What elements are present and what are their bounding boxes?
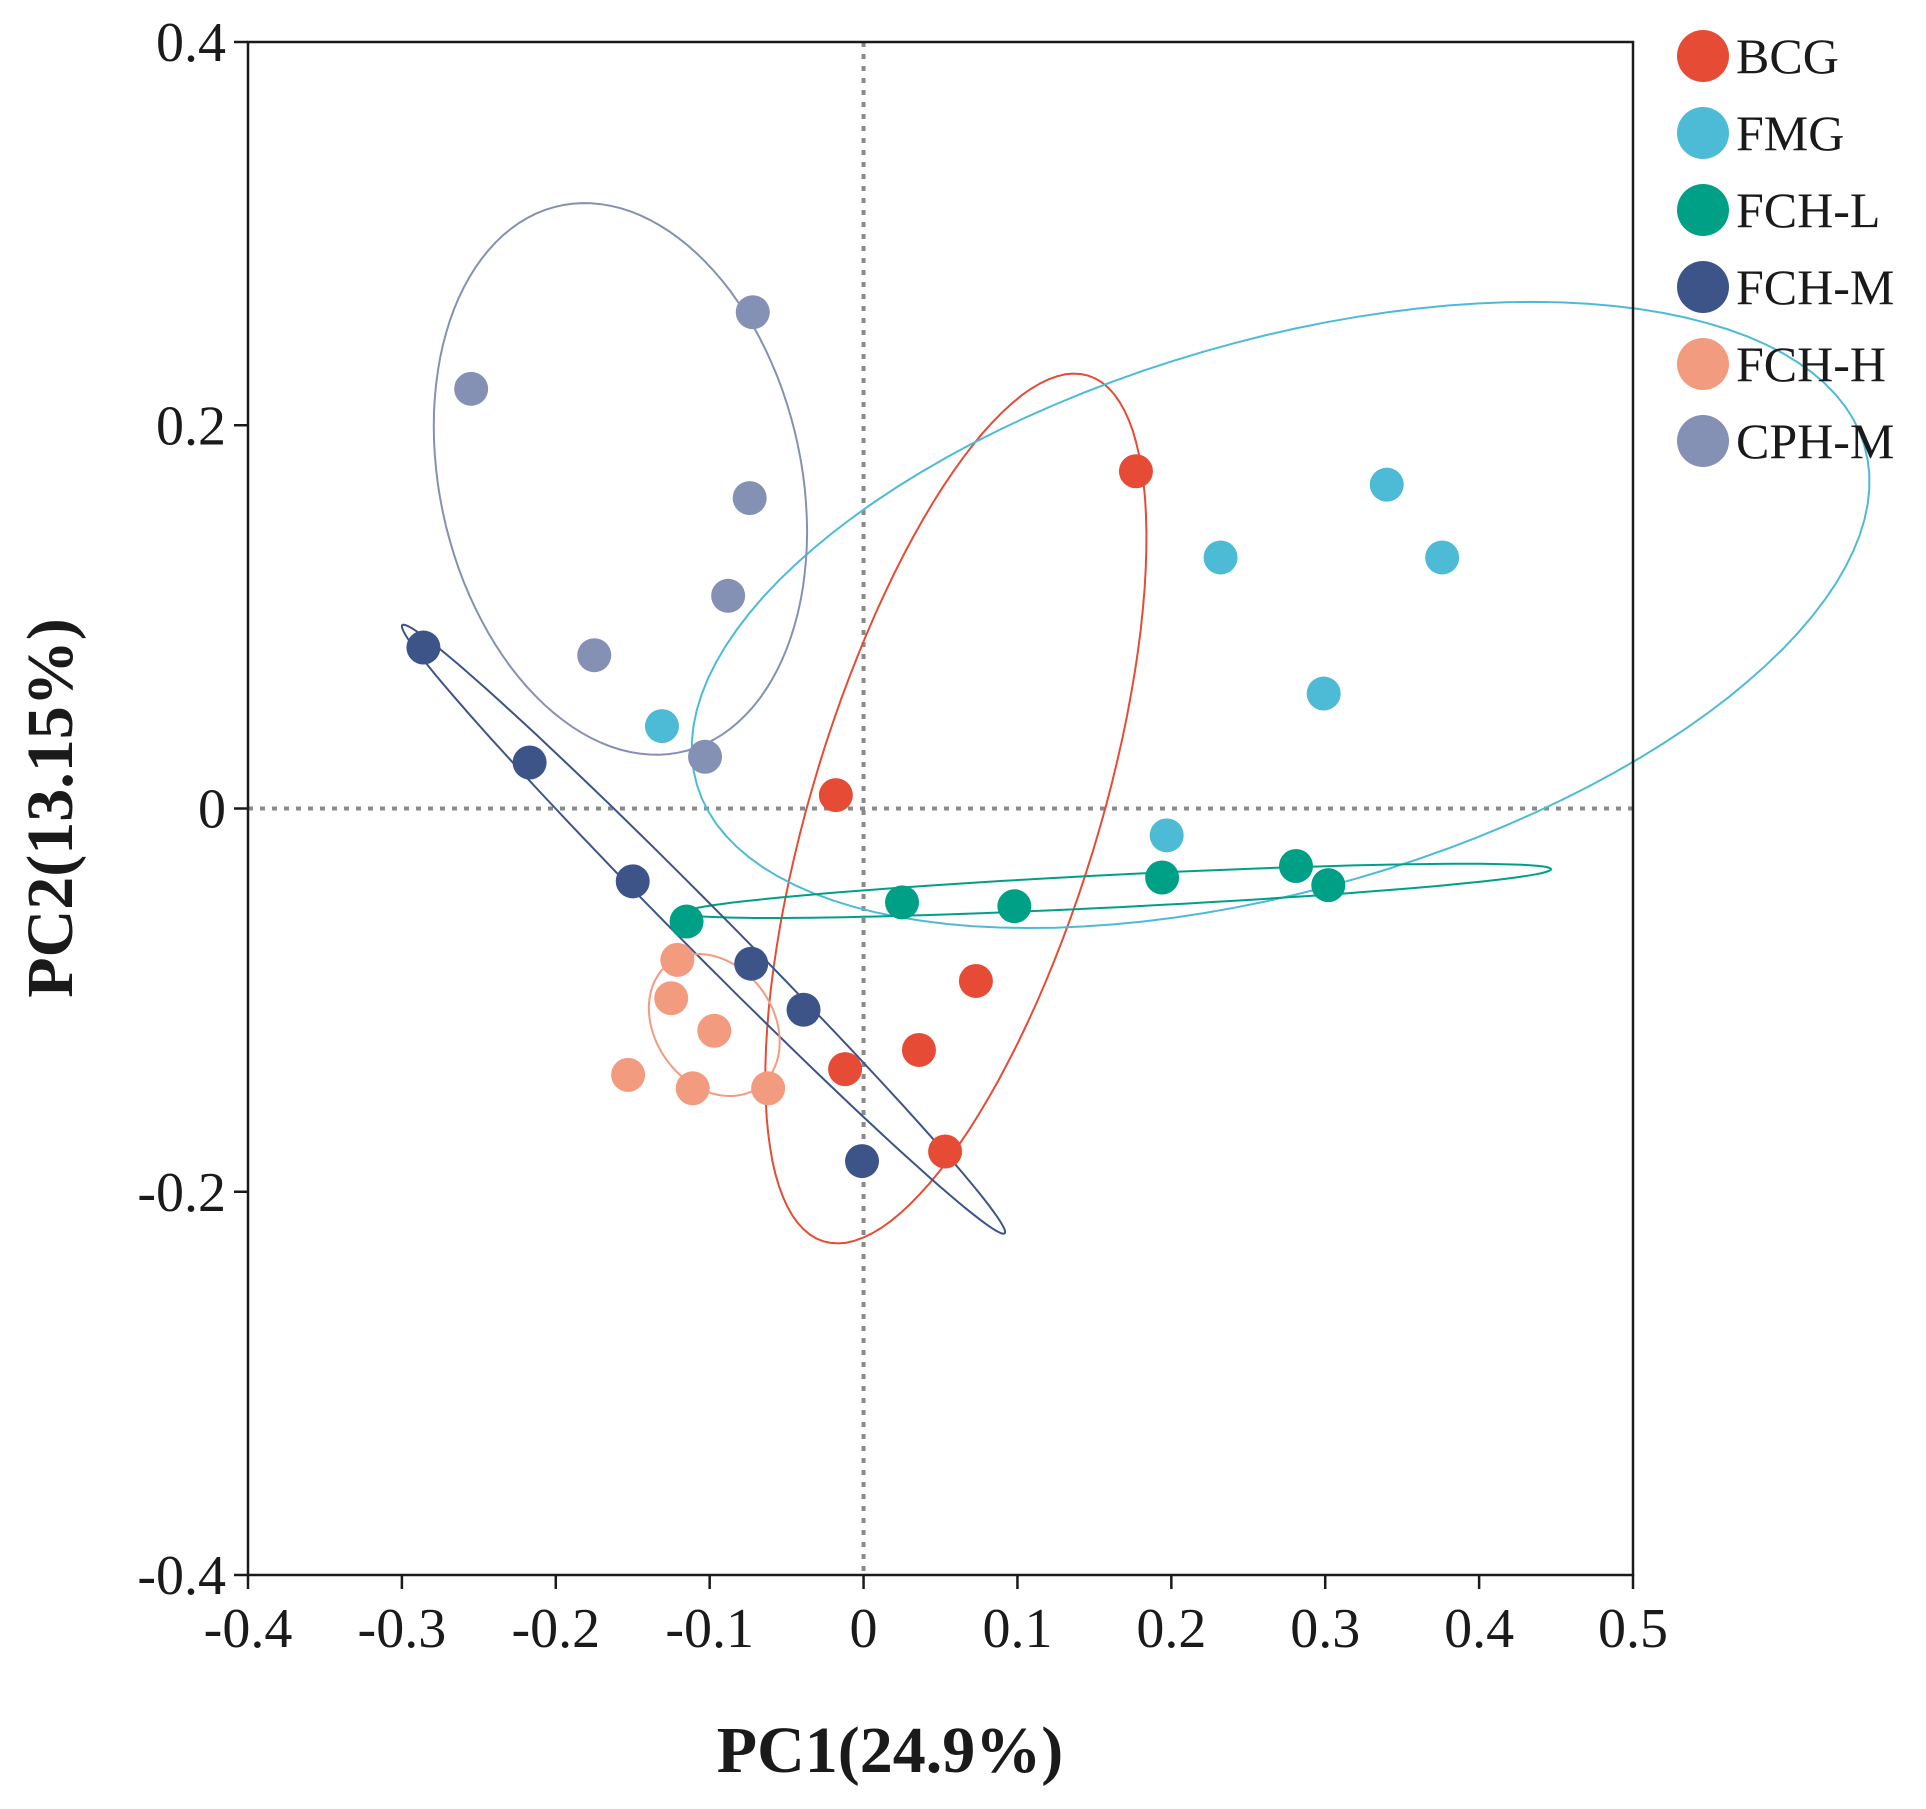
point-fch-m-3 [615, 864, 650, 899]
legend-swatch-bcg [1677, 30, 1729, 82]
point-bcg-1 [1118, 454, 1153, 489]
legend-label-bcg: BCG [1736, 28, 1839, 84]
legend-swatch-fch-l [1677, 184, 1729, 236]
point-fch-m-1 [406, 630, 441, 665]
x-tick-label: -0.4 [204, 1598, 293, 1660]
reference-lines [248, 42, 1633, 1575]
y-tick-label: -0.4 [137, 1545, 226, 1607]
point-fch-l-2 [885, 885, 920, 920]
point-fch-h-3 [697, 1013, 732, 1048]
legend-swatch-cph-m [1677, 415, 1729, 467]
point-fch-m-6 [845, 1144, 880, 1179]
point-fch-m-5 [786, 992, 821, 1027]
y-tick-label: 0.2 [156, 395, 226, 457]
axis-ticks: -0.4 -0.3 -0.2 -0.1 0 0.1 0.2 0.3 0.4 0.5 0.4 0.2 0 -… [137, 12, 1668, 1660]
point-fch-l-5 [1278, 848, 1313, 883]
ellipse-cph-m [432, 202, 809, 756]
point-fmg-2 [1203, 540, 1238, 575]
point-fch-h-1 [660, 942, 695, 977]
y-tick-label: -0.2 [137, 1162, 226, 1224]
legend-label-fch-m: FCH-M [1736, 259, 1894, 315]
point-bcg-3 [958, 963, 993, 998]
point-cph-m-4 [711, 578, 746, 613]
data-points [406, 295, 1460, 1179]
point-fmg-6 [1149, 818, 1184, 853]
point-fch-h-6 [751, 1071, 786, 1106]
x-tick-label: -0.2 [511, 1598, 600, 1660]
x-axis-title: PC1(24.9%) [717, 1714, 1063, 1787]
point-fch-l-3 [997, 889, 1032, 924]
ellipse-bcg [764, 372, 1148, 1245]
point-fmg-4 [1306, 676, 1341, 711]
y-tick-label: 0.4 [156, 12, 226, 74]
confidence-ellipses [400, 202, 1871, 1245]
x-tick-label: 0.5 [1598, 1598, 1668, 1660]
x-tick-label: -0.3 [358, 1598, 447, 1660]
point-fch-l-4 [1145, 860, 1180, 895]
ellipse-fch-h [647, 952, 781, 1097]
legend-label-fch-h: FCH-H [1736, 336, 1886, 392]
point-fch-l-1 [669, 904, 704, 939]
point-cph-m-1 [735, 295, 770, 330]
point-bcg-4 [901, 1032, 936, 1067]
x-tick-label: 0.1 [982, 1598, 1052, 1660]
point-fch-h-4 [611, 1057, 646, 1092]
x-tick-label: 0.3 [1290, 1598, 1360, 1660]
x-tick-label: 0.4 [1444, 1598, 1514, 1660]
legend-label-cph-m: CPH-M [1736, 413, 1894, 469]
point-bcg-6 [928, 1134, 963, 1169]
legend-label-fch-l: FCH-L [1736, 182, 1880, 238]
x-tick-label: 0 [850, 1598, 878, 1660]
point-fmg-1 [1369, 467, 1404, 502]
point-fch-h-5 [675, 1071, 710, 1106]
point-cph-m-6 [688, 739, 723, 774]
x-tick-label: -0.1 [665, 1598, 754, 1660]
point-cph-m-3 [732, 481, 767, 516]
point-cph-m-5 [577, 638, 612, 673]
legend-swatch-fmg [1677, 107, 1729, 159]
ellipse-fch-m [400, 623, 1007, 1235]
legend-swatch-fch-h [1677, 338, 1729, 390]
x-tick-label: 0.2 [1136, 1598, 1206, 1660]
point-bcg-5 [828, 1052, 863, 1087]
ellipse-fmg [690, 300, 1871, 930]
point-fch-l-6 [1311, 868, 1346, 903]
legend-label-fmg: FMG [1736, 105, 1844, 161]
y-tick-label: 0 [198, 779, 226, 841]
point-cph-m-2 [454, 371, 489, 406]
point-fch-m-4 [734, 946, 769, 981]
point-fch-h-2 [654, 981, 689, 1016]
point-fmg-3 [1425, 540, 1460, 575]
point-bcg-2 [818, 778, 853, 813]
ellipse-fch-l [682, 862, 1553, 919]
legend: BCG FMG FCH-L FCH-M FCH-H CPH-M [1677, 28, 1894, 469]
legend-swatch-fch-m [1677, 261, 1729, 313]
point-fch-m-2 [512, 745, 547, 780]
point-fmg-5 [644, 709, 679, 744]
y-axis-title: PC2(13.15%) [14, 618, 87, 997]
